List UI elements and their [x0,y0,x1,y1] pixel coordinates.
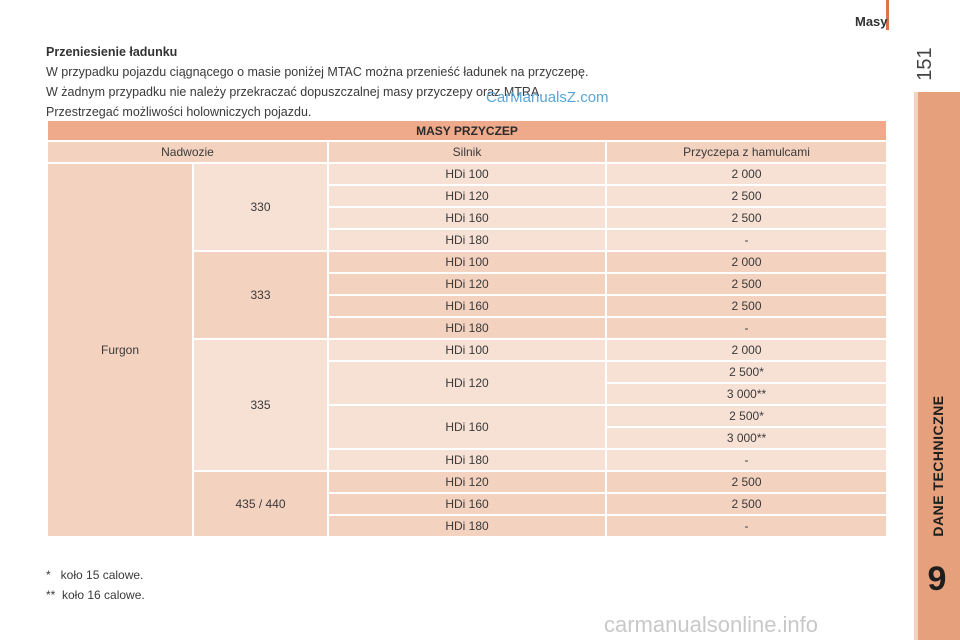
trailer-mass-table: MASY PRZYCZEP Nadwozie Silnik Przyczepa … [46,119,888,538]
watermark-top: CarManualsZ.com [486,89,609,106]
column-header-trailer-braked: Przyczepa z hamulcami [607,142,887,162]
mass-cell: 2 500 [607,186,887,206]
engine-cell: HDi 100 [329,164,605,184]
mass-cell: 2 000 [607,252,887,272]
engine-cell: HDi 120 [329,274,605,294]
engine-cell: HDi 160 [329,208,605,228]
page-number: 151 [913,47,936,81]
chapter-number: 9 [927,560,947,598]
engine-cell: HDi 180 [329,516,605,536]
engine-cell: HDi 120 [329,362,605,404]
column-header-body: Nadwozie [48,142,327,162]
intro-section: Przeniesienie ładunku W przypadku pojazd… [46,43,746,122]
chapter-side-tab [914,92,960,640]
engine-cell: HDi 100 [329,252,605,272]
engine-cell: HDi 180 [329,230,605,250]
footnote: ** koło 16 calowe. [46,588,145,602]
engine-cell: HDi 100 [329,340,605,360]
mass-cell: - [607,516,887,536]
mass-cell: - [607,318,887,338]
mass-cell: 2 500 [607,472,887,492]
mass-cell: 2 000 [607,340,887,360]
header-accent-rule [886,0,889,30]
mass-cell: - [607,450,887,470]
mass-cell: 2 500 [607,208,887,228]
body-type-cell: Furgon [48,164,192,536]
chapter-label: DANE TECHNICZNE [930,395,946,537]
mass-cell: 2 000 [607,164,887,184]
mass-cell: 2 500 [607,296,887,316]
intro-line: W przypadku pojazdu ciągnącego o masie p… [46,65,589,79]
intro-line: Przestrzegać możliwości holowniczych poj… [46,105,312,119]
mass-cell: - [607,230,887,250]
mass-cell-alt: 3 000** [607,428,887,448]
intro-heading: Przeniesienie ładunku [46,45,178,59]
footnotes: * koło 15 calowe. ** koło 16 calowe. [46,565,145,605]
engine-cell: HDi 160 [329,296,605,316]
engine-cell: HDi 180 [329,450,605,470]
variant-cell: 330 [194,164,327,250]
chapter-side-strip [914,92,918,640]
mass-cell: 2 500* [607,406,887,426]
section-title: Masy [855,14,888,29]
mass-cell: 2 500 [607,274,887,294]
table-title: MASY PRZYCZEP [48,121,887,140]
engine-cell: HDi 180 [329,318,605,338]
variant-cell: 335 [194,340,327,470]
engine-cell: HDi 120 [329,472,605,492]
variant-cell: 435 / 440 [194,472,327,536]
variant-cell: 333 [194,252,327,338]
footnote: * koło 15 calowe. [46,568,144,582]
engine-cell: HDi 160 [329,494,605,514]
mass-cell: 2 500 [607,494,887,514]
column-header-engine: Silnik [329,142,605,162]
intro-line: W żadnym przypadku nie należy przekracza… [46,85,543,99]
engine-cell: HDi 160 [329,406,605,448]
engine-cell: HDi 120 [329,186,605,206]
watermark-bottom: carmanualsonline.info [604,612,819,637]
mass-cell-alt: 3 000** [607,384,887,404]
mass-cell: 2 500* [607,362,887,382]
